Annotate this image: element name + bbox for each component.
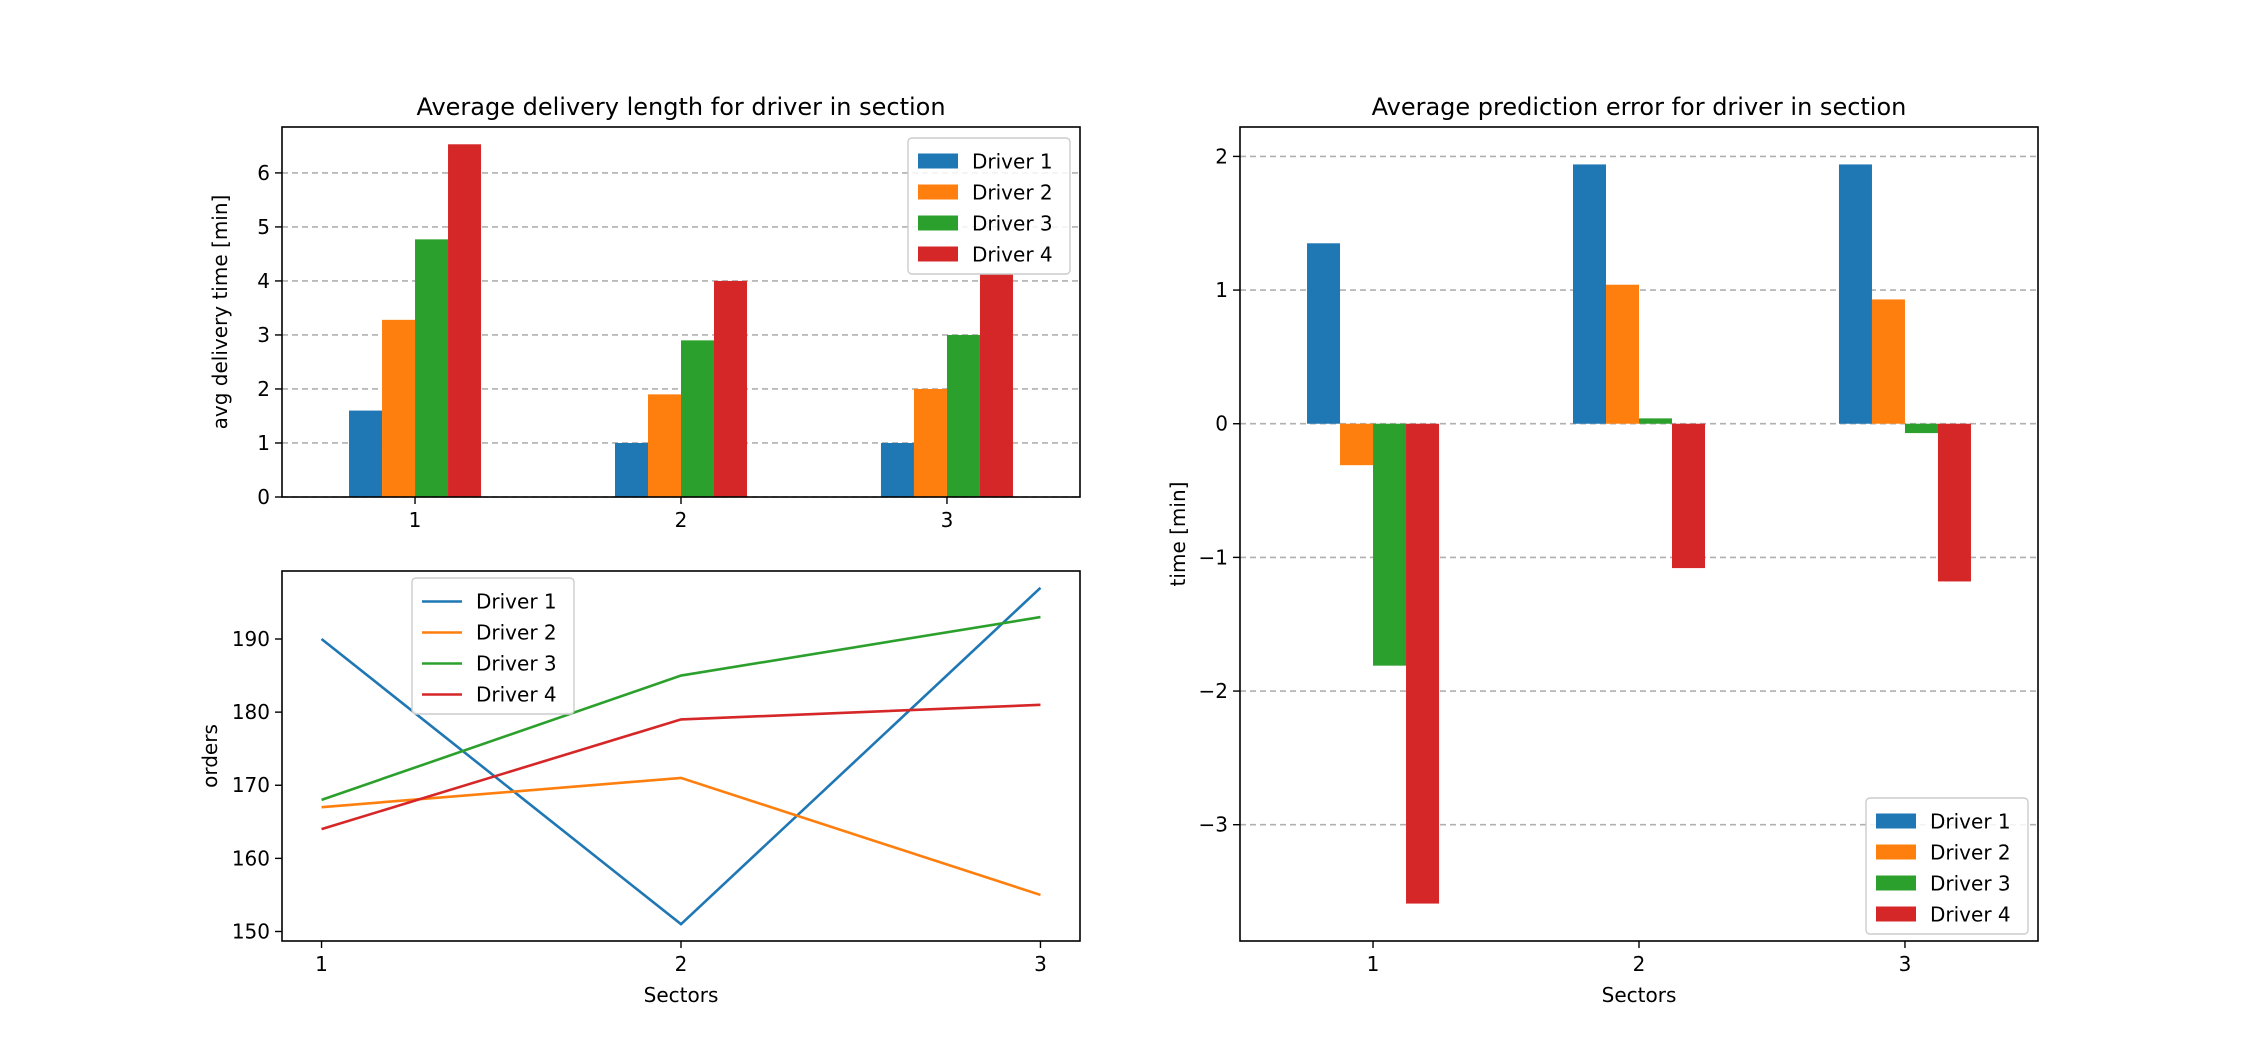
y-tick-label: 6 (257, 161, 270, 185)
legend-swatch (918, 184, 958, 200)
legend-box (411, 577, 575, 715)
y-tick-label: −3 (1199, 813, 1228, 837)
y-tick-label: 2 (1215, 144, 1228, 168)
series-line (321, 703, 1041, 831)
legend: Driver 1 Driver 2 Driver 3 Driver 4 (1865, 797, 2029, 935)
legend-swatch (1876, 875, 1916, 891)
bar (1871, 299, 1905, 424)
legend-swatch (1876, 844, 1916, 860)
y-tick-label: 170 (232, 773, 270, 797)
axes-frame (1239, 126, 2039, 942)
series-line (320, 586, 1042, 926)
legend-label: Driver 1 (972, 150, 1053, 174)
y-axis-label: time [min] (1166, 482, 1190, 587)
bar (913, 388, 947, 497)
bar (979, 274, 1013, 497)
legend-label: Driver 4 (1930, 903, 2011, 927)
y-tick-label: 4 (257, 269, 270, 293)
legend-label: Driver 2 (476, 621, 557, 645)
x-tick-label: 2 (675, 952, 688, 976)
y-tick-label: 1 (1215, 278, 1228, 302)
x-tick-label: 2 (1633, 952, 1646, 976)
series-line (321, 776, 1041, 897)
y-tick-label: 180 (232, 700, 270, 724)
legend-label: Driver 1 (1930, 810, 2011, 834)
bar (946, 334, 980, 497)
legend-box (907, 137, 1071, 275)
legend-label: Driver 4 (476, 683, 557, 707)
x-axis-label: Sectors (644, 983, 719, 1007)
legend-label: Driver 2 (972, 181, 1053, 205)
bar (1838, 164, 1872, 424)
legend-label: Driver 3 (972, 212, 1053, 236)
bar (648, 394, 681, 497)
bar (1904, 423, 1938, 434)
bar (1573, 164, 1606, 424)
x-tick-label: 3 (1899, 952, 1912, 976)
x-axis-label: Sectors (1602, 983, 1677, 1007)
x-tick-label: 3 (1034, 952, 1047, 976)
legend: Driver 1 Driver 2 Driver 3 Driver 4 (907, 137, 1071, 275)
series-line (321, 615, 1041, 802)
bar (415, 239, 449, 497)
legend-label: Driver 3 (1930, 872, 2011, 896)
bar (382, 319, 416, 497)
y-tick-label: 190 (232, 627, 270, 651)
y-axis-label: avg delivery time [min] (208, 195, 232, 430)
x-tick-label: 1 (409, 508, 422, 532)
chart-3: −3 −2 −1 0 1 2 1 2 3 Average prediction error for… (1166, 93, 2039, 1007)
bar (349, 410, 383, 497)
y-tick-label: −1 (1199, 545, 1228, 569)
bar (448, 144, 482, 497)
x-tick-label: 1 (1367, 952, 1380, 976)
axes-frame (281, 570, 1081, 942)
bar (1373, 423, 1407, 666)
chart-title: Average delivery length for driver in se… (416, 93, 945, 121)
y-tick-label: 3 (257, 323, 270, 347)
y-tick-label: 0 (1215, 412, 1228, 436)
y-tick-label: 5 (257, 215, 270, 239)
y-tick-label: 150 (232, 919, 270, 943)
bar (1639, 418, 1672, 424)
legend-label: Driver 3 (476, 652, 557, 676)
legend-label: Driver 1 (476, 590, 557, 614)
y-axis-label: orders (198, 724, 222, 788)
y-tick-label: 0 (257, 485, 270, 509)
y-tick-label: 2 (257, 377, 270, 401)
bar (1937, 423, 1971, 582)
legend-swatch (918, 246, 958, 262)
bar (1606, 284, 1639, 424)
x-tick-label: 2 (675, 508, 688, 532)
bar (1340, 423, 1374, 466)
bar (681, 340, 714, 497)
legend-label: Driver 2 (1930, 841, 2011, 865)
bar (615, 442, 648, 497)
bar (880, 442, 914, 497)
legend-swatch (918, 215, 958, 231)
legend-swatch (1876, 813, 1916, 829)
bar (1406, 423, 1440, 904)
axes-frame (281, 126, 1081, 498)
legend-swatch (918, 153, 958, 169)
chart-1: 0 1 2 3 4 5 6 1 2 3 Average delivery length for dr… (208, 93, 1081, 532)
chart-title: Average prediction error for driver in s… (1372, 93, 1907, 121)
bar (714, 280, 747, 497)
y-tick-label: −2 (1199, 679, 1228, 703)
legend-swatch (1876, 906, 1916, 922)
x-tick-label: 1 (315, 952, 328, 976)
legend: Driver 1 Driver 2 Driver 3 Driver 4 (411, 577, 575, 715)
bar (1307, 243, 1341, 424)
bar (1672, 423, 1705, 569)
y-tick-label: 1 (257, 431, 270, 455)
x-tick-label: 3 (941, 508, 954, 532)
legend-box (1865, 797, 2029, 935)
legend-label: Driver 4 (972, 243, 1053, 267)
y-tick-label: 160 (232, 846, 270, 870)
